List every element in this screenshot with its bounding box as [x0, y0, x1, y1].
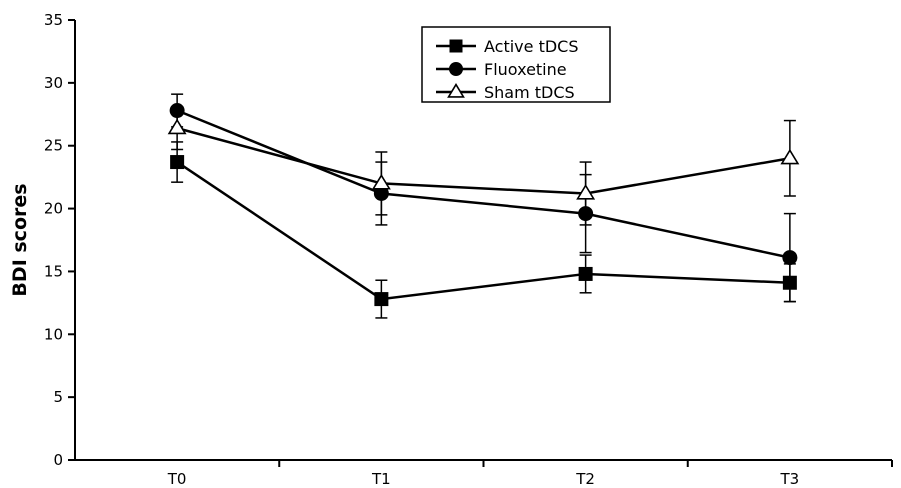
y-tick-label: 20: [44, 200, 63, 218]
legend-entry: Fluoxetine: [436, 60, 567, 79]
data-point: [170, 155, 185, 170]
y-tick-label: 30: [44, 74, 63, 92]
legend-marker: [449, 39, 463, 53]
y-tick-label: 25: [44, 137, 63, 155]
series-line: [176, 109, 791, 259]
y-tick-label: 10: [44, 325, 63, 343]
series-sham-tdcs: [167, 105, 800, 226]
y-axis-label: BDI scores: [9, 183, 31, 296]
legend-label: Sham tDCS: [484, 83, 575, 102]
data-point: [167, 118, 187, 135]
data-point: [578, 266, 593, 281]
data-point: [782, 250, 798, 266]
series-line: [176, 161, 790, 301]
legend-entry: Active tDCS: [436, 37, 579, 56]
legend-label: Fluoxetine: [484, 60, 567, 79]
x-tick-label: T3: [780, 470, 800, 488]
y-tick-label: 0: [53, 451, 63, 469]
x-tick-label: T1: [371, 470, 391, 488]
y-tick-label: 5: [53, 388, 63, 406]
x-tick-label: T0: [167, 470, 187, 488]
legend-marker: [447, 83, 465, 98]
series-active-tdcs: [170, 141, 797, 319]
x-tick-label: T2: [575, 470, 595, 488]
data-point: [780, 148, 800, 165]
series-fluoxetine: [169, 93, 798, 303]
legend-label: Active tDCS: [484, 37, 579, 56]
data-point: [374, 292, 389, 307]
y-tick-label: 35: [44, 11, 63, 29]
data-point: [576, 183, 596, 200]
data-point: [371, 173, 391, 190]
y-tick-label: 15: [44, 262, 63, 280]
legend-entry: Sham tDCS: [436, 83, 575, 102]
series-line: [176, 126, 791, 195]
legend-marker: [449, 62, 463, 76]
